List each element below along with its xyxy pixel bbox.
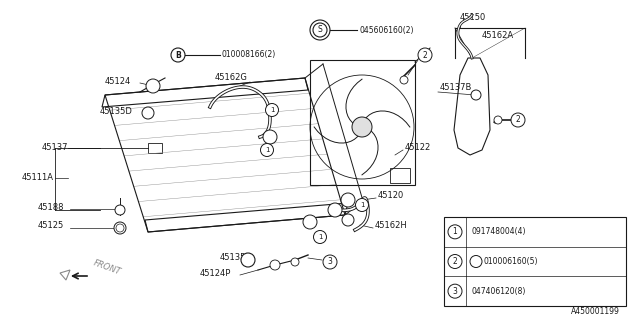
Circle shape <box>260 143 273 156</box>
Circle shape <box>266 103 278 116</box>
Text: 3: 3 <box>452 287 458 296</box>
Circle shape <box>511 113 525 127</box>
Bar <box>148 143 162 153</box>
Circle shape <box>470 255 482 268</box>
Circle shape <box>471 90 481 100</box>
Circle shape <box>114 222 126 234</box>
Text: 2: 2 <box>422 51 428 60</box>
Bar <box>310 60 415 185</box>
Circle shape <box>448 254 462 268</box>
Circle shape <box>494 116 502 124</box>
Text: 45135D: 45135D <box>100 108 133 116</box>
Text: 45124P: 45124P <box>200 268 232 277</box>
Text: 010006160(5): 010006160(5) <box>484 257 538 266</box>
Text: 45150: 45150 <box>460 13 486 22</box>
Circle shape <box>115 205 125 215</box>
Text: S: S <box>317 26 323 35</box>
Circle shape <box>263 130 277 144</box>
Text: 045606160(2): 045606160(2) <box>359 26 413 35</box>
Text: 45124: 45124 <box>105 77 131 86</box>
Circle shape <box>355 198 369 212</box>
Circle shape <box>323 255 337 269</box>
Circle shape <box>400 76 408 84</box>
Text: 45125: 45125 <box>38 221 64 230</box>
Text: 3: 3 <box>328 258 332 267</box>
Text: 45122: 45122 <box>405 143 431 153</box>
Text: 45111A: 45111A <box>22 173 54 182</box>
Circle shape <box>313 23 327 37</box>
Text: 45120: 45120 <box>378 190 404 199</box>
Bar <box>444 217 626 306</box>
Circle shape <box>116 224 124 232</box>
Text: B: B <box>474 259 479 265</box>
Text: 45137: 45137 <box>42 143 68 153</box>
Circle shape <box>341 193 355 207</box>
Text: 091748004(4): 091748004(4) <box>471 227 525 236</box>
Circle shape <box>291 258 299 266</box>
Circle shape <box>146 79 160 93</box>
Circle shape <box>448 225 462 239</box>
Text: 45188: 45188 <box>38 204 65 212</box>
Text: 45162H: 45162H <box>375 220 408 229</box>
Text: 1: 1 <box>452 227 458 236</box>
Circle shape <box>418 48 432 62</box>
Text: 1: 1 <box>360 202 364 208</box>
Text: 45162G: 45162G <box>215 74 248 83</box>
Text: 010008166(2): 010008166(2) <box>222 51 276 60</box>
Text: 45135B: 45135B <box>220 253 252 262</box>
Text: 45137B: 45137B <box>440 84 472 92</box>
Circle shape <box>270 260 280 270</box>
Circle shape <box>314 230 326 244</box>
Text: 2: 2 <box>452 257 458 266</box>
Text: A450001199: A450001199 <box>571 308 620 316</box>
Circle shape <box>142 107 154 119</box>
Text: 2: 2 <box>516 116 520 124</box>
Bar <box>390 168 410 183</box>
Text: 047406120(8): 047406120(8) <box>471 287 525 296</box>
Text: 1: 1 <box>269 107 275 113</box>
Circle shape <box>171 48 185 62</box>
Circle shape <box>328 203 342 217</box>
Circle shape <box>241 253 255 267</box>
Circle shape <box>448 284 462 298</box>
Circle shape <box>303 215 317 229</box>
Text: B: B <box>175 51 181 60</box>
Text: 1: 1 <box>265 147 269 153</box>
Text: 45162A: 45162A <box>482 30 514 39</box>
Text: 1: 1 <box>317 234 323 240</box>
Text: FRONT: FRONT <box>92 259 122 277</box>
Circle shape <box>342 214 354 226</box>
Circle shape <box>352 117 372 137</box>
